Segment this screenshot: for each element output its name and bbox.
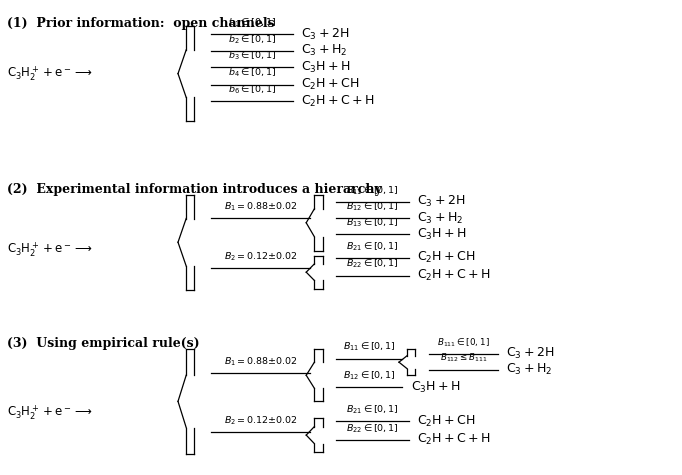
Text: $\mathrm{C_3H} + \mathrm{H}$: $\mathrm{C_3H} + \mathrm{H}$ (417, 227, 467, 242)
Text: $\mathrm{C_3} + 2\mathrm{H}$: $\mathrm{C_3} + 2\mathrm{H}$ (301, 27, 350, 42)
Text: $B_2{=}0.12{\pm}0.02$: $B_2{=}0.12{\pm}0.02$ (224, 415, 298, 427)
Text: $\mathrm{C_2H} + \mathrm{CH}$: $\mathrm{C_2H} + \mathrm{CH}$ (417, 414, 476, 429)
Text: $B_{21}\in[0,1]$: $B_{21}\in[0,1]$ (346, 404, 399, 416)
Text: $\mathrm{C_3} + \mathrm{H_2}$: $\mathrm{C_3} + \mathrm{H_2}$ (417, 210, 464, 226)
Text: $\mathrm{C_3H_2^+} + \mathrm{e}^- \longrightarrow$: $\mathrm{C_3H_2^+} + \mathrm{e}^- \longr… (7, 64, 93, 83)
Text: $B_2{=}0.12{\pm}0.02$: $B_2{=}0.12{\pm}0.02$ (224, 251, 298, 263)
Text: $b_6\in[0,1]$: $b_6\in[0,1]$ (228, 84, 276, 96)
Text: $\mathrm{C_3} + \mathrm{H_2}$: $\mathrm{C_3} + \mathrm{H_2}$ (506, 362, 552, 377)
Text: $\mathrm{C_3} + \mathrm{H_2}$: $\mathrm{C_3} + \mathrm{H_2}$ (301, 43, 348, 58)
Text: $B_{22}\in[0,1]$: $B_{22}\in[0,1]$ (346, 258, 399, 270)
Text: $B_1{=}0.88{\pm}0.02$: $B_1{=}0.88{\pm}0.02$ (224, 355, 298, 368)
Text: $\mathrm{C_3} + 2\mathrm{H}$: $\mathrm{C_3} + 2\mathrm{H}$ (506, 346, 554, 361)
Text: $\mathrm{C_2H} + \mathrm{C} + \mathrm{H}$: $\mathrm{C_2H} + \mathrm{C} + \mathrm{H}… (417, 432, 491, 447)
Text: $\mathrm{C_3H_2^+} + \mathrm{e}^- \longrightarrow$: $\mathrm{C_3H_2^+} + \mathrm{e}^- \longr… (7, 240, 93, 259)
Text: $\mathrm{C_2H} + \mathrm{CH}$: $\mathrm{C_2H} + \mathrm{CH}$ (301, 77, 360, 92)
Text: $B_{11}\in[0,1]$: $B_{11}\in[0,1]$ (343, 341, 396, 353)
Text: $\mathrm{C_2H} + \mathrm{C} + \mathrm{H}$: $\mathrm{C_2H} + \mathrm{C} + \mathrm{H}… (417, 268, 491, 283)
Text: $b_1\in[0,1]$: $b_1\in[0,1]$ (228, 17, 276, 29)
Text: $b_4\in[0,1]$: $b_4\in[0,1]$ (228, 67, 276, 79)
Text: $B_{13}\in[0,1]$: $B_{13}\in[0,1]$ (346, 217, 399, 229)
Text: $B_{12}\in[0,1]$: $B_{12}\in[0,1]$ (346, 200, 399, 213)
Text: (2)  Experimental information introduces a hierarchy: (2) Experimental information introduces … (7, 183, 381, 196)
Text: $b_2\in[0,1]$: $b_2\in[0,1]$ (228, 33, 276, 46)
Text: $B_{21}\in[0,1]$: $B_{21}\in[0,1]$ (346, 240, 399, 253)
Text: $B_{22}\in[0,1]$: $B_{22}\in[0,1]$ (346, 422, 399, 435)
Text: $\mathrm{C_3H_2^+} + \mathrm{e}^- \longrightarrow$: $\mathrm{C_3H_2^+} + \mathrm{e}^- \longr… (7, 403, 93, 422)
Text: $\mathrm{C_3H} + \mathrm{H}$: $\mathrm{C_3H} + \mathrm{H}$ (411, 380, 460, 395)
Text: $B_{112}\leq B_{111}$: $B_{112}\leq B_{111}$ (439, 352, 488, 364)
Text: $\mathrm{C_2H} + \mathrm{C} + \mathrm{H}$: $\mathrm{C_2H} + \mathrm{C} + \mathrm{H}… (301, 94, 375, 109)
Text: (1)  Prior information:  open channels: (1) Prior information: open channels (7, 17, 274, 29)
Text: $B_1{=}0.88{\pm}0.02$: $B_1{=}0.88{\pm}0.02$ (224, 200, 298, 213)
Text: $B_{11}\in[0,1]$: $B_{11}\in[0,1]$ (346, 184, 399, 197)
Text: $B_{12}\in[0,1]$: $B_{12}\in[0,1]$ (343, 370, 396, 382)
Text: $\mathrm{C_3} + 2\mathrm{H}$: $\mathrm{C_3} + 2\mathrm{H}$ (417, 194, 466, 209)
Text: $B_{111}\in[0,1]$: $B_{111}\in[0,1]$ (437, 336, 490, 349)
Text: $b_3\in[0,1]$: $b_3\in[0,1]$ (228, 50, 276, 62)
Text: $\mathrm{C_3H} + \mathrm{H}$: $\mathrm{C_3H} + \mathrm{H}$ (301, 60, 351, 75)
Text: $\mathrm{C_2H} + \mathrm{CH}$: $\mathrm{C_2H} + \mathrm{CH}$ (417, 250, 476, 266)
Text: (3)  Using empirical rule(s): (3) Using empirical rule(s) (7, 337, 199, 350)
